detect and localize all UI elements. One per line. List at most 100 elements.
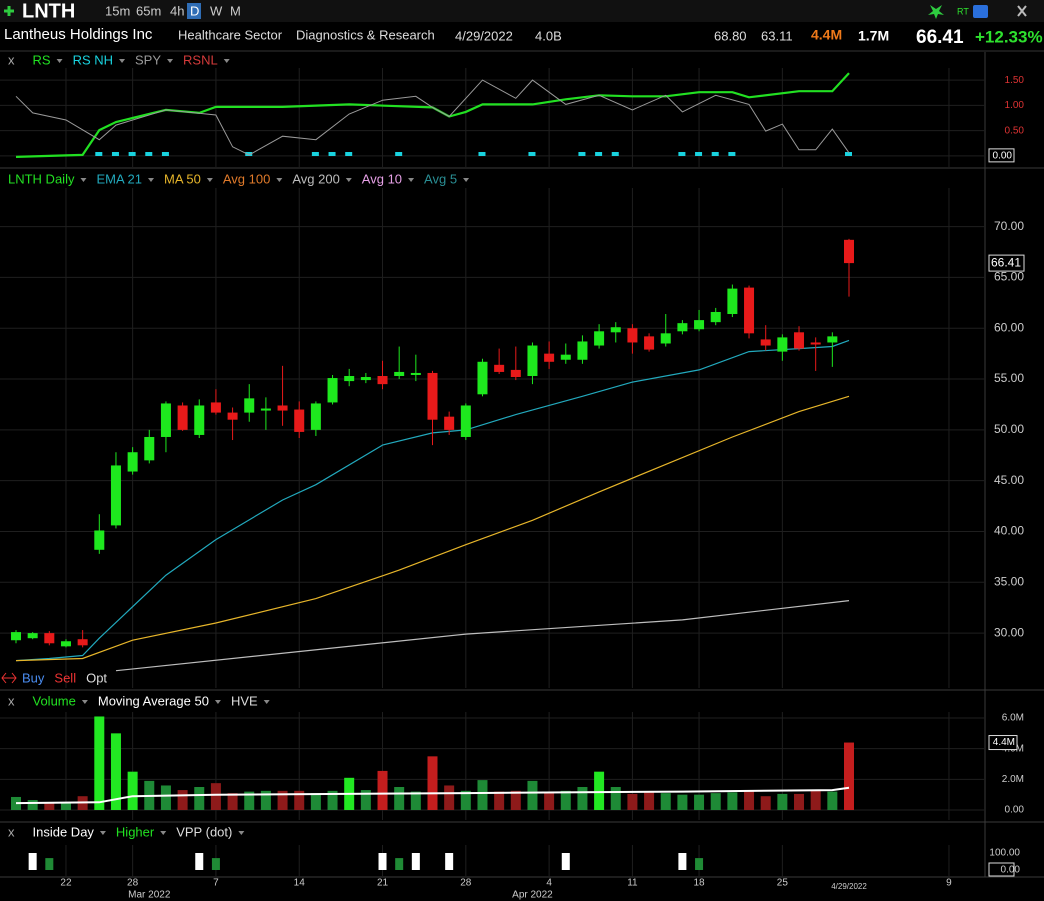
legend-menu[interactable] <box>99 831 106 835</box>
volume-bar <box>327 790 338 810</box>
trade-button[interactable]: Opt <box>86 670 107 685</box>
legend-item[interactable]: Moving Average 50 <box>98 693 209 708</box>
legend-menu[interactable] <box>463 178 470 182</box>
legend-menu[interactable] <box>408 178 415 182</box>
legend-item[interactable]: MA 50 <box>164 171 201 186</box>
rs-nh-dot <box>711 152 719 156</box>
legend-menu[interactable] <box>148 178 154 182</box>
volume-bar <box>44 802 55 810</box>
volume-bar <box>260 790 271 810</box>
volume-bar <box>594 771 605 810</box>
panel-close[interactable]: x <box>8 52 15 67</box>
candle-body <box>844 239 854 264</box>
indicator-bar <box>378 853 387 870</box>
trade-icon[interactable] <box>1 672 17 684</box>
rs-nh-dot <box>695 152 703 156</box>
legend-menu[interactable] <box>214 700 221 704</box>
candle-body <box>544 353 555 362</box>
volume-bar <box>310 793 321 810</box>
volume-bar <box>627 793 638 810</box>
add-icon[interactable] <box>4 6 14 16</box>
volume-bar <box>560 790 571 810</box>
legend-item[interactable]: HVE <box>231 693 258 708</box>
star-icon[interactable] <box>928 5 944 19</box>
legend-menu[interactable] <box>223 59 230 63</box>
panel-close[interactable]: x <box>8 693 15 708</box>
rs-nh-dot <box>578 152 586 156</box>
legend-item[interactable]: Volume <box>33 693 76 708</box>
interval[interactable]: 65m <box>136 3 161 18</box>
legend-menu[interactable] <box>263 700 270 704</box>
interval[interactable]: 15m <box>105 3 130 18</box>
rs-nh-dot <box>128 152 136 156</box>
legend-menu[interactable] <box>160 831 167 835</box>
candle-body <box>144 436 155 461</box>
volume-bar <box>227 793 238 810</box>
volume-bar <box>577 787 588 810</box>
legend-item[interactable]: RSNL <box>183 52 218 67</box>
panel-close[interactable]: x <box>8 824 15 839</box>
y-tick-label: 0.50 <box>1005 125 1025 136</box>
interval[interactable]: 4h <box>170 3 184 18</box>
y-tick-label: 1.00 <box>1005 100 1025 111</box>
sector[interactable]: Healthcare Sector <box>178 27 283 42</box>
candle-body <box>677 323 688 332</box>
symbol[interactable]: LNTH <box>22 0 75 22</box>
volume-bar <box>60 803 71 810</box>
low: 63.11 <box>761 28 793 43</box>
legend-item[interactable]: LNTH Daily <box>8 171 75 186</box>
realtime[interactable]: RT <box>957 6 969 16</box>
x-tick-label: 28 <box>460 878 472 889</box>
legend-item[interactable]: Inside Day <box>33 824 95 839</box>
trade-button[interactable]: Buy <box>22 670 45 685</box>
interval[interactable]: D <box>190 3 199 18</box>
share-icon[interactable] <box>973 5 988 18</box>
legend-menu[interactable] <box>345 178 352 182</box>
volume-bar <box>477 780 488 810</box>
legend-menu[interactable] <box>81 700 88 704</box>
legend-menu[interactable] <box>167 59 174 63</box>
volume-bar <box>744 790 755 810</box>
volume-bar <box>760 796 771 810</box>
close-icon[interactable] <box>1017 5 1027 17</box>
legend-menu[interactable] <box>56 59 63 63</box>
legend-item[interactable]: EMA 21 <box>96 171 142 186</box>
candle-body <box>827 336 838 343</box>
legend-item[interactable]: SPY <box>135 52 161 67</box>
legend-menu[interactable] <box>238 831 245 835</box>
legend-menu[interactable] <box>206 178 213 182</box>
toolbar-bg <box>0 0 1044 22</box>
interval[interactable]: M <box>230 3 241 18</box>
legend-item[interactable]: VPP (dot) <box>176 824 232 839</box>
indicator-bar <box>695 858 704 870</box>
legend-item[interactable]: RS <box>33 52 51 67</box>
indicator-bar <box>195 853 204 870</box>
value-box <box>988 862 1015 877</box>
candle-body <box>444 416 455 430</box>
candle-body <box>227 412 238 420</box>
volume-bar <box>460 790 471 810</box>
legend-item[interactable]: Higher <box>116 824 155 839</box>
rs-nh-dot <box>145 152 153 156</box>
legend-item[interactable]: Avg 200 <box>292 171 339 186</box>
x-tick-label: 22 <box>60 878 72 889</box>
interval[interactable]: W <box>210 3 223 18</box>
value-box <box>988 148 1015 163</box>
trade-button[interactable]: Sell <box>54 670 76 685</box>
indicator-bar <box>395 858 404 870</box>
candle-body <box>694 320 705 330</box>
legend-item[interactable]: Avg 5 <box>424 171 457 186</box>
volume-bar <box>710 793 721 810</box>
legend-item[interactable]: RS NH <box>73 52 113 67</box>
industry[interactable]: Diagnostics & Research <box>296 27 435 42</box>
x-tick-label: 9 <box>946 878 952 889</box>
legend-menu[interactable] <box>119 59 126 63</box>
y-tick-label: 55.00 <box>994 371 1024 385</box>
volume-bar <box>177 790 188 810</box>
legend-menu[interactable] <box>276 178 283 182</box>
volume-bar <box>160 785 171 810</box>
legend-menu[interactable] <box>80 178 87 182</box>
legend-item[interactable]: Avg 10 <box>362 171 402 186</box>
legend-item[interactable]: Avg 100 <box>223 171 270 186</box>
